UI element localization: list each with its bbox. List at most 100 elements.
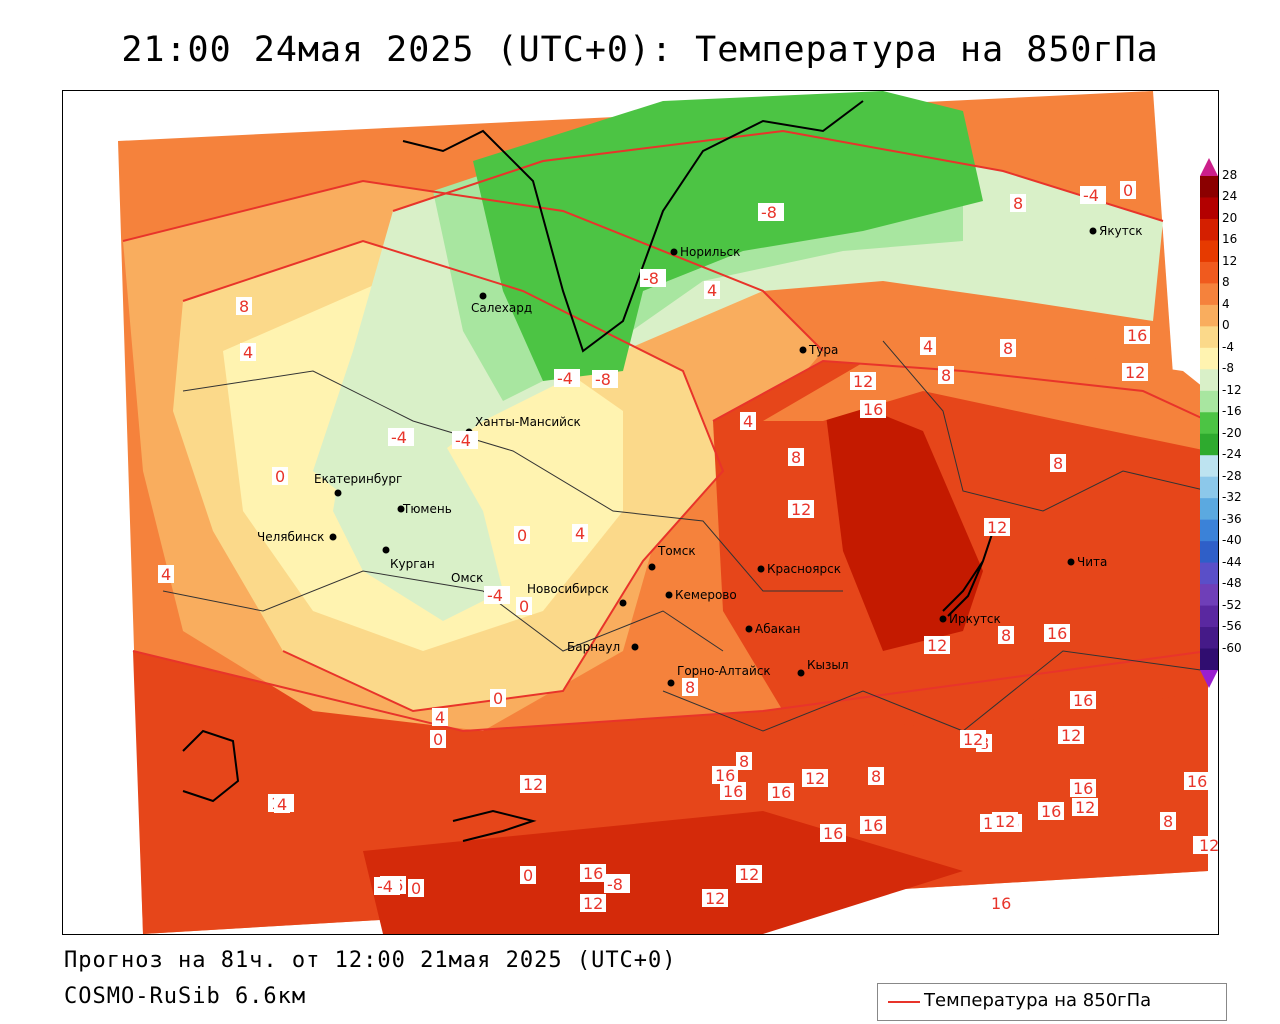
colorbar-swatch: [1200, 176, 1218, 198]
isotherm-label-bg: [860, 400, 886, 418]
city-label: Омск: [451, 571, 483, 585]
isotherm-label-bg: [604, 875, 630, 893]
colorbar-swatch: [1200, 476, 1218, 499]
city-label: Якутск: [1099, 224, 1143, 238]
isotherm-label-bg: [520, 775, 546, 793]
colorbar-tick-label: 8: [1222, 275, 1230, 290]
isotherm-label: -4: [1083, 186, 1099, 205]
isotherm-label: 16: [823, 824, 843, 843]
isotherm-label-bg: [1072, 798, 1098, 816]
isotherm-label: 12: [791, 500, 811, 519]
model-info: COSMO-RuSib 6.6км: [64, 984, 307, 1009]
colorbar-tick-label: -12: [1222, 382, 1242, 397]
isotherm-label-bg: [240, 343, 256, 361]
colorbar-swatch: [1200, 627, 1218, 650]
colorbar-tick-label: -20: [1222, 425, 1242, 440]
colorbar-swatch: [1200, 283, 1218, 306]
colorbar-swatch: [1200, 369, 1218, 392]
city-marker: [619, 599, 627, 607]
isotherm-label: 16: [1073, 779, 1093, 798]
isotherm-label: 16: [1041, 802, 1061, 821]
isotherm-label: 12: [583, 894, 603, 913]
coastline: [402, 100, 864, 353]
field-pale-green-west: [333, 441, 503, 621]
isotherm-label: 4: [277, 795, 287, 814]
isotherm-label: 8: [791, 448, 801, 467]
isotherm-label: 16: [1187, 772, 1207, 791]
city-label: Тюмень: [402, 502, 452, 516]
colorbar-tick-label: -8: [1222, 361, 1234, 376]
isotherm-label: 8: [941, 366, 951, 385]
isotherm-label: 16: [1047, 624, 1067, 643]
region-border: [162, 570, 724, 652]
isotherm-label: 16: [863, 400, 883, 419]
colorbar-swatch: [1200, 584, 1218, 607]
isotherm-label: 0: [275, 467, 285, 486]
isotherm-label-bg: [736, 752, 752, 770]
isotherm-label: 0: [433, 730, 443, 749]
city-marker: [797, 669, 805, 677]
colorbar-tick-label: -40: [1222, 533, 1242, 548]
isotherm-label: 12: [705, 889, 725, 908]
isotherm-label-bg: [740, 412, 756, 430]
isotherm-label-bg: [1184, 772, 1210, 790]
isotherm-label-bg: [554, 369, 580, 387]
isotherm-label-bg: [924, 636, 950, 654]
isotherm-label: 8: [1053, 454, 1063, 473]
city-label: Ханты-Мансийск: [475, 415, 581, 429]
isotherm-label-bg: [516, 597, 532, 615]
isotherm-label-bg: [580, 894, 606, 912]
isotherm-label-bg: [484, 586, 510, 604]
isotherm-label: 8: [1163, 812, 1173, 831]
city-marker: [648, 563, 656, 571]
city-marker: [667, 679, 675, 687]
isotherm-label-bg: [998, 626, 1014, 644]
isotherm-label: -8: [761, 203, 777, 222]
colorbar-swatch: [1200, 304, 1218, 327]
isotherm-label-bg: [802, 769, 828, 787]
colorbar-swatch: [1200, 541, 1218, 564]
isotherm-line: [182, 239, 725, 713]
colorbar-swatch: [1200, 197, 1218, 220]
isotherm-label: 12: [853, 372, 873, 391]
colorbar-tick-label: -36: [1222, 511, 1242, 526]
isotherm-label-bg: [452, 431, 478, 449]
caspian-shore: [182, 729, 240, 803]
isotherm-label-bg: [1044, 624, 1070, 642]
isotherm-label: 8: [871, 767, 881, 786]
isotherm-label: -4: [557, 369, 573, 388]
legend-line-swatch: [888, 1001, 920, 1003]
city-marker: [631, 643, 639, 651]
colorbar-swatch: [1200, 326, 1218, 349]
isotherm-label: 16: [715, 766, 735, 785]
isotherm-label: 16: [1127, 326, 1147, 345]
isotherm-label: 16: [723, 782, 743, 801]
isotherm-label-bg: [490, 689, 506, 707]
city-label: Чита: [1077, 555, 1107, 569]
colorbar-swatch: [1200, 218, 1218, 241]
isotherm-label-bg: [788, 500, 814, 518]
city-label: Красноярск: [767, 562, 841, 576]
isotherm-label: 16: [583, 864, 603, 883]
colorbar-top-arrow: [1200, 158, 1218, 176]
isotherm-label-bg: [430, 730, 446, 748]
colorbar-tick-label: -60: [1222, 640, 1242, 655]
isotherm-label: 4: [575, 524, 585, 543]
forecast-info: Прогноз на 81ч. от 12:00 21мая 2025 (UTC…: [64, 948, 677, 973]
colorbar-swatch: [1200, 433, 1218, 456]
isotherm-label-bg: [984, 518, 1010, 536]
isotherm-label-bg: [274, 795, 290, 813]
isotherm-label: 0: [523, 866, 533, 885]
map-area[interactable]: Салехард Норильск Якутск Тура Ханты-Мансийск…: [62, 90, 1219, 935]
legend: Температура на 850гПа: [877, 983, 1227, 1021]
field-green: [473, 91, 983, 381]
city-marker: [757, 565, 765, 573]
isotherm-label: 12: [1199, 836, 1218, 855]
colorbar: [1200, 158, 1218, 688]
city-marker: [334, 489, 342, 497]
colorbar-tick-label: 4: [1222, 296, 1230, 311]
city-label: Салехард: [471, 301, 532, 315]
colorbar-swatch: [1200, 498, 1218, 521]
city-marker: [665, 591, 673, 599]
isotherm-label-bg: [960, 730, 986, 748]
